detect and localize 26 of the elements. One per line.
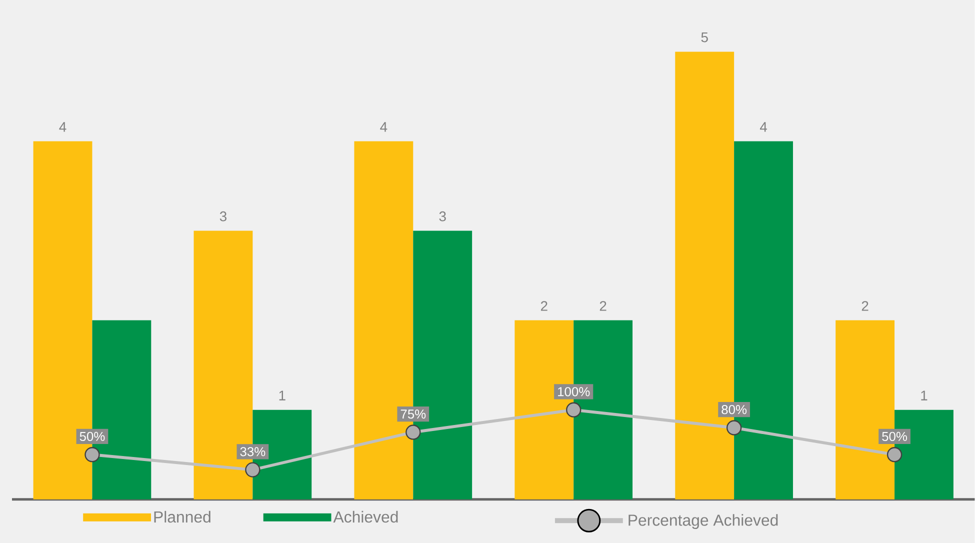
point bbox=[84, 446, 100, 462]
point bbox=[726, 420, 742, 436]
data-label: 100% bbox=[558, 386, 590, 396]
data-label: 1 bbox=[921, 390, 928, 400]
data-label: 5 bbox=[701, 32, 708, 42]
data-label: 2 bbox=[600, 300, 606, 311]
data-label: 80% bbox=[722, 404, 747, 414]
data-label: 3 bbox=[439, 211, 446, 222]
data-label: 2 bbox=[540, 300, 548, 311]
data-label: 3 bbox=[220, 211, 226, 222]
data-label: 4 bbox=[380, 122, 388, 132]
data-label: 2 bbox=[862, 300, 868, 311]
data-label: 50% bbox=[882, 432, 908, 441]
data-label: 50% bbox=[80, 432, 105, 441]
point bbox=[406, 424, 421, 440]
legend-label: Percentage Achieved bbox=[628, 514, 778, 529]
data-label: 1 bbox=[279, 390, 286, 400]
point bbox=[886, 446, 902, 462]
legend-label: Achieved bbox=[333, 510, 398, 522]
data-label: 4 bbox=[760, 122, 767, 132]
point bbox=[245, 462, 260, 478]
data-label: 4 bbox=[59, 122, 66, 132]
legend-label: Planned bbox=[154, 510, 210, 522]
point bbox=[566, 402, 582, 418]
data-label: 33% bbox=[240, 446, 266, 456]
data-label: 75% bbox=[400, 409, 426, 418]
